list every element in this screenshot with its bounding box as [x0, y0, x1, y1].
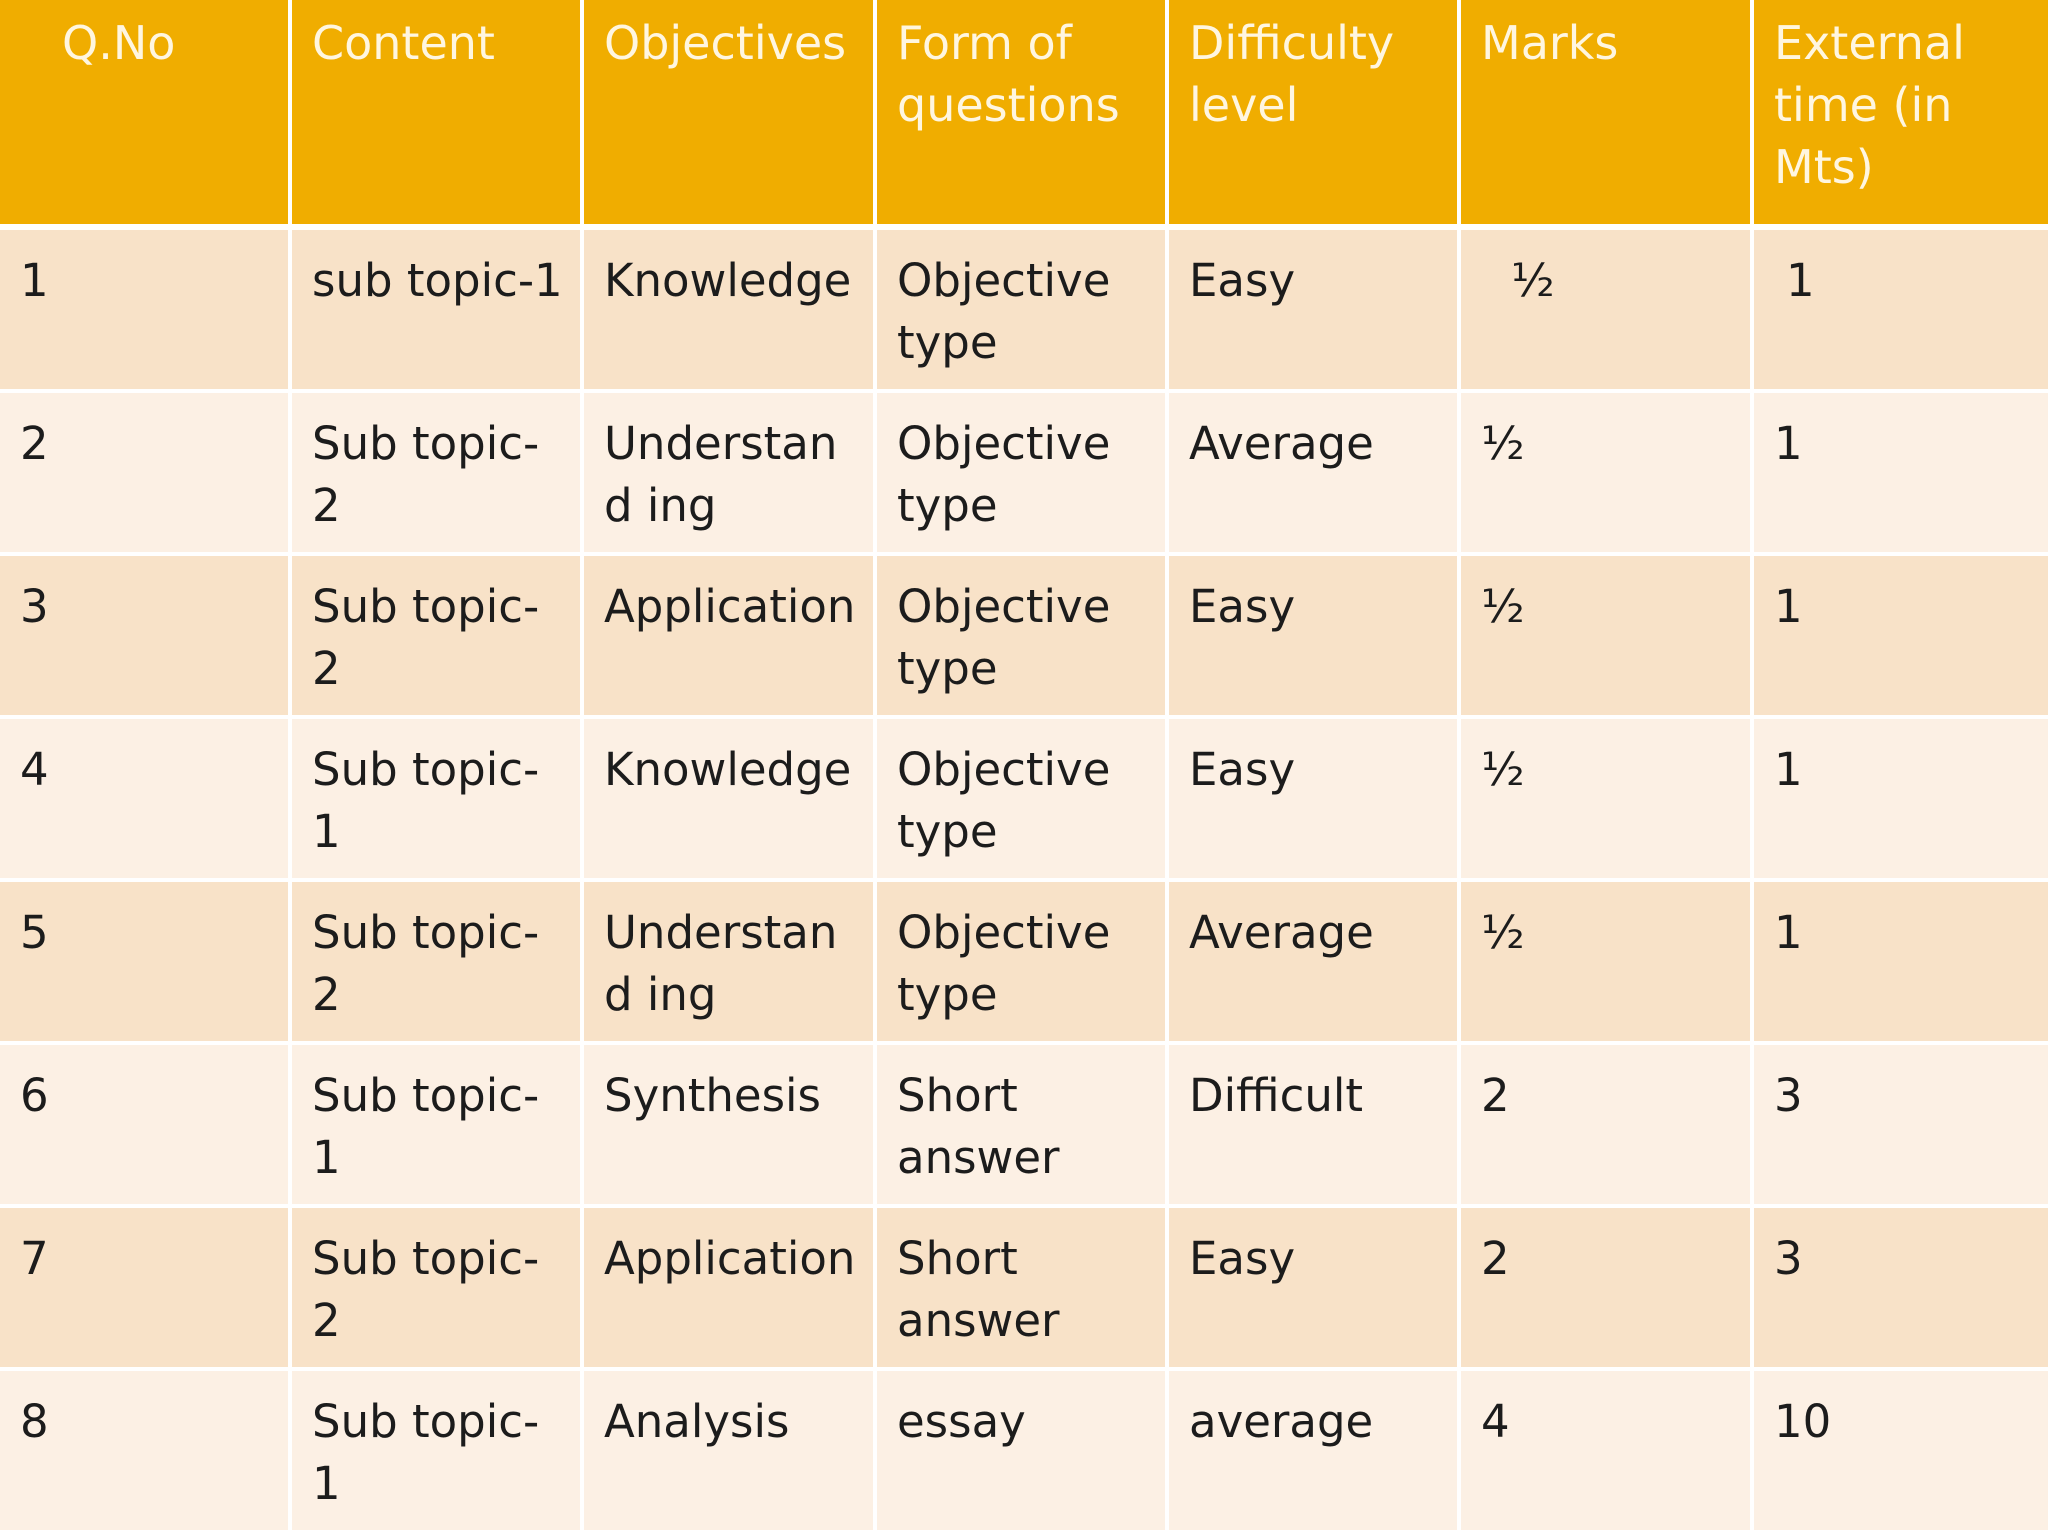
table-cell-qno: 7: [0, 1208, 292, 1371]
table-cell-qno: 2: [0, 393, 292, 556]
table-cell-content: Sub topic-1: [292, 1045, 584, 1208]
table-cell-difficulty: average: [1169, 1371, 1461, 1534]
table-cell-objective: Knowledge: [584, 719, 877, 882]
table-cell-form: Objective type: [877, 230, 1169, 393]
header-form-of-questions: Form of questions: [877, 0, 1169, 230]
table-cell-form: Short answer: [877, 1208, 1169, 1371]
table-cell-objective: Understand ing: [584, 882, 877, 1045]
table-cell-objective: Synthesis: [584, 1045, 877, 1208]
table-cell-qno: 3: [0, 556, 292, 719]
table-cell-form: Objective type: [877, 393, 1169, 556]
table-cell-content: Sub topic-2: [292, 882, 584, 1045]
table-cell-time: 1: [1754, 230, 2048, 393]
table-cell-content: Sub topic-2: [292, 393, 584, 556]
table-cell-time: 1: [1754, 882, 2048, 1045]
table-cell-objective: Application: [584, 1208, 877, 1371]
table-cell-objective: Understand ing: [584, 393, 877, 556]
table-cell-qno: 6: [0, 1045, 292, 1208]
table-cell-form: Short answer: [877, 1045, 1169, 1208]
table-cell-marks: ½: [1461, 393, 1754, 556]
table-cell-objective: Analysis: [584, 1371, 877, 1534]
table-cell-difficulty: Average: [1169, 882, 1461, 1045]
table-cell-objective: Application: [584, 556, 877, 719]
table-cell-difficulty: Average: [1169, 393, 1461, 556]
table-cell-qno: 5: [0, 882, 292, 1045]
header-difficulty-level: Difficulty level: [1169, 0, 1461, 230]
table-cell-form: essay: [877, 1371, 1169, 1534]
table-cell-qno: 8: [0, 1371, 292, 1534]
table-cell-qno: 4: [0, 719, 292, 882]
table-cell-difficulty: Difficult: [1169, 1045, 1461, 1208]
table-cell-difficulty: Easy: [1169, 719, 1461, 882]
table-cell-marks: ½: [1461, 230, 1754, 393]
table-cell-form: Objective type: [877, 882, 1169, 1045]
table-cell-marks: 2: [1461, 1045, 1754, 1208]
table-cell-marks: 2: [1461, 1208, 1754, 1371]
table-cell-time: 1: [1754, 556, 2048, 719]
table-cell-time: 3: [1754, 1045, 2048, 1208]
table-cell-marks: ½: [1461, 719, 1754, 882]
header-objectives: Objectives: [584, 0, 877, 230]
header-external-time: External time (in Mts): [1754, 0, 2048, 230]
table-cell-marks: 4: [1461, 1371, 1754, 1534]
table-cell-content: Sub topic-1: [292, 1371, 584, 1534]
table-cell-difficulty: Easy: [1169, 230, 1461, 393]
table-cell-content: sub topic-1: [292, 230, 584, 393]
header-content: Content: [292, 0, 584, 230]
table-cell-content: Sub topic-1: [292, 719, 584, 882]
table-cell-qno: 1: [0, 230, 292, 393]
table-cell-objective: Knowledge: [584, 230, 877, 393]
table-cell-form: Objective type: [877, 719, 1169, 882]
table-cell-time: 1: [1754, 393, 2048, 556]
table-cell-time: 3: [1754, 1208, 2048, 1371]
table-cell-time: 1: [1754, 719, 2048, 882]
table-cell-content: Sub topic-2: [292, 556, 584, 719]
table-cell-marks: ½: [1461, 882, 1754, 1045]
header-marks: Marks: [1461, 0, 1754, 230]
table-cell-content: Sub topic-2: [292, 1208, 584, 1371]
table-cell-time: 10: [1754, 1371, 2048, 1534]
table-cell-difficulty: Easy: [1169, 556, 1461, 719]
header-qno: Q.No: [0, 0, 292, 230]
table-cell-difficulty: Easy: [1169, 1208, 1461, 1371]
table-cell-marks: ½: [1461, 556, 1754, 719]
table-cell-form: Objective type: [877, 556, 1169, 719]
